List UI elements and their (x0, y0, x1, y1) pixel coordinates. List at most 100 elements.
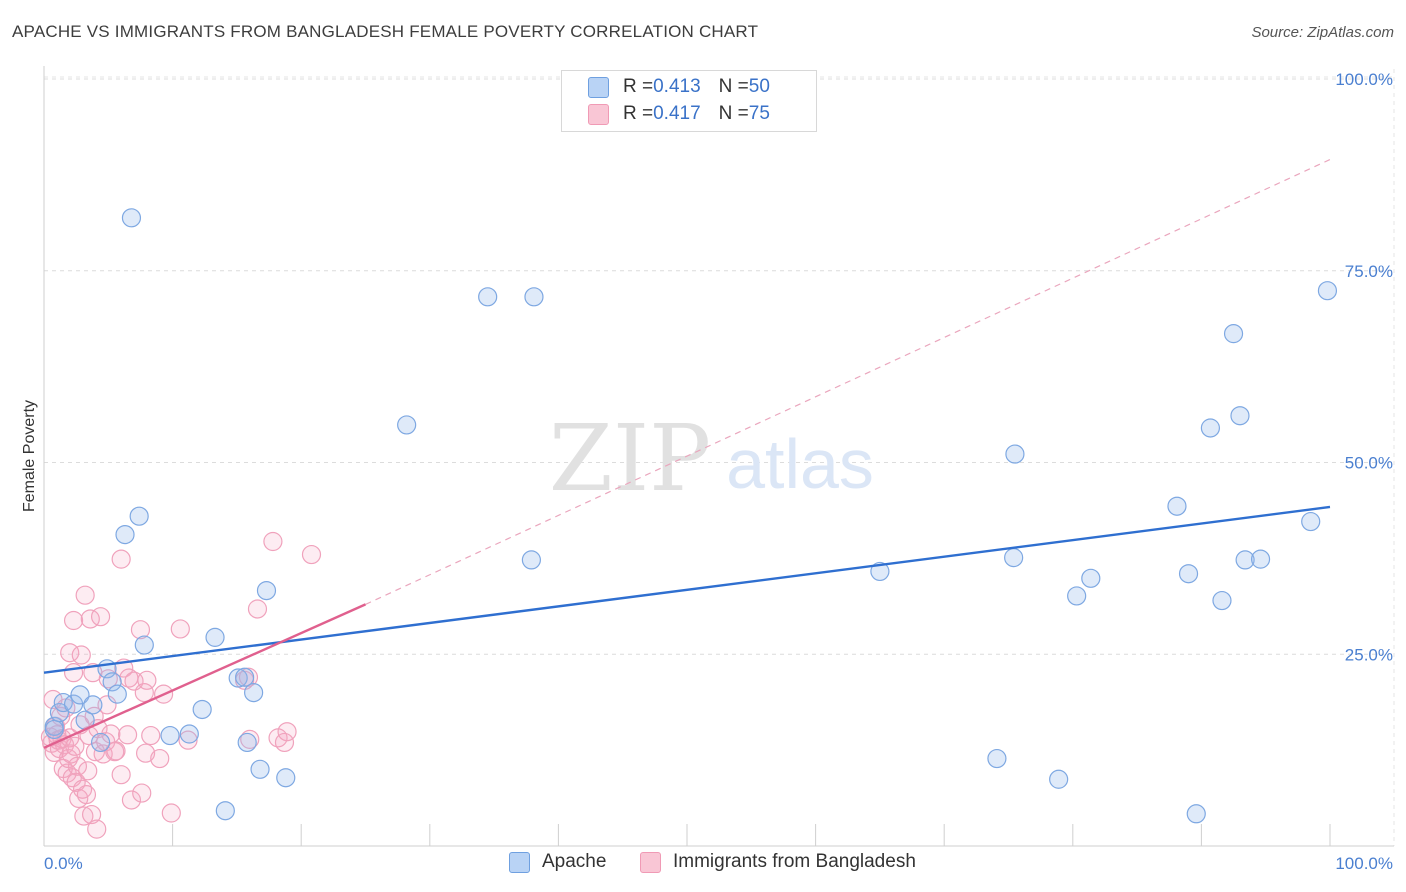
legend-r-label: R = (623, 76, 654, 97)
watermark-atlas: atlas (726, 425, 874, 503)
legend-n-label: N = (718, 76, 749, 97)
legend-r-value: 0.417 (653, 103, 701, 124)
bangladesh-trend-extension (365, 158, 1331, 605)
data-point-apache (205, 627, 225, 647)
trend-lines (365, 158, 1331, 605)
data-point-bangladesh (78, 761, 98, 781)
data-point-apache (44, 719, 64, 740)
data-point-bangladesh (87, 819, 107, 839)
data-point-apache (1049, 769, 1069, 789)
data-point-apache (192, 699, 212, 720)
series-legend-bangladesh[interactable]: Immigrants from Bangladesh (640, 851, 916, 873)
data-point-apache (987, 748, 1007, 769)
bangladesh-trend-line (43, 603, 366, 749)
series-legend-apache[interactable]: Apache (509, 851, 606, 873)
data-point-bangladesh (301, 544, 322, 565)
data-point-bangladesh (263, 531, 283, 552)
data-point-bangladesh (132, 783, 152, 803)
data-point-bangladesh (137, 670, 157, 690)
data-point-bangladesh (76, 785, 97, 805)
data-point-apache (1317, 281, 1338, 301)
data-point-bangladesh (161, 803, 181, 823)
data-point-apache (478, 287, 498, 307)
data-point-bangladesh (60, 643, 80, 663)
data-point-apache (1167, 496, 1187, 516)
data-point-apache (1005, 444, 1025, 464)
data-point-apache (121, 208, 142, 228)
data-point-bangladesh (72, 779, 93, 799)
data-point-apache (1178, 564, 1199, 584)
legend-row-apache: R = 0.413 N = 50 (588, 75, 770, 99)
data-point-bangladesh (121, 790, 142, 810)
bangladesh-points (40, 531, 322, 839)
legend-row-bangladesh: R = 0.417 N = 75 (588, 102, 770, 126)
bangladesh-swatch (640, 851, 661, 873)
source-label: Source: ZipAtlas.com (1251, 24, 1394, 41)
data-point-apache (1186, 804, 1206, 824)
apache-legend-label: Apache (542, 851, 607, 872)
data-point-apache (1081, 568, 1101, 588)
legend-n-value: 75 (748, 103, 770, 124)
legend-r-label: R = (623, 103, 654, 124)
bangladesh-legend-label: Immigrants from Bangladesh (673, 851, 916, 872)
data-point-apache (70, 685, 90, 705)
data-point-apache (256, 580, 277, 601)
apache-swatch (509, 851, 530, 873)
data-point-bangladesh (65, 736, 85, 756)
data-point-apache (244, 682, 264, 703)
data-point-bangladesh (81, 804, 102, 825)
data-point-bangladesh (106, 741, 126, 761)
data-point-bangladesh (90, 607, 111, 627)
series-legend: Apache Immigrants from Bangladesh (0, 851, 1406, 879)
data-point-apache (250, 759, 270, 779)
data-point-bangladesh (111, 765, 131, 785)
data-point-apache (49, 702, 70, 723)
correlation-legend: R = 0.413 N = 50 R = 0.417 N = 75 (561, 70, 817, 132)
data-point-apache (397, 415, 417, 435)
data-point-apache (1200, 418, 1221, 438)
data-point-apache (1230, 406, 1250, 426)
axes (43, 66, 1394, 847)
data-point-apache (870, 561, 890, 582)
data-point-apache (1301, 511, 1321, 532)
data-point-apache (53, 692, 73, 713)
data-point-apache (160, 725, 180, 746)
apache-trend-line (43, 505, 1331, 674)
data-point-apache (1235, 550, 1255, 570)
y-tick-label: 50.0% (1345, 454, 1393, 473)
legend-r-value: 0.413 (653, 76, 701, 97)
data-point-apache (83, 695, 103, 715)
data-point-apache (228, 668, 248, 688)
watermark: ZIP atlas (549, 405, 874, 512)
apache-points (43, 208, 1338, 824)
y-axis-label: Female Poverty (21, 400, 38, 512)
data-point-bangladesh (141, 725, 161, 746)
data-point-bangladesh (71, 645, 91, 665)
data-point-apache (521, 550, 541, 570)
data-point-apache (524, 287, 544, 307)
data-point-bangladesh (134, 682, 154, 703)
y-tick-label: 75.0% (1345, 262, 1393, 281)
data-point-bangladesh (130, 620, 151, 640)
data-point-apache (179, 724, 199, 744)
data-point-bangladesh (178, 730, 198, 750)
data-point-bangladesh (247, 599, 268, 619)
data-point-apache (134, 635, 154, 655)
legend-swatch-apache (588, 76, 609, 98)
data-point-bangladesh (74, 806, 94, 826)
data-point-bangladesh (67, 756, 88, 776)
data-point-apache (237, 732, 257, 753)
data-point-apache (1004, 548, 1024, 568)
data-point-bangladesh (75, 585, 95, 605)
legend-n-label: N = (718, 103, 749, 124)
x-tick-label: 0.0% (44, 854, 83, 873)
tick-labels: 25.0% 50.0% 75.0% 100.0% 0.0% 100.0% (44, 70, 1393, 873)
data-point-apache (102, 672, 122, 692)
y-tick-label: 25.0% (1345, 645, 1393, 664)
data-point-apache (107, 684, 127, 704)
data-point-bangladesh (105, 742, 125, 762)
data-point-bangladesh (150, 748, 170, 769)
data-point-apache (276, 768, 296, 788)
chart-title: APACHE VS IMMIGRANTS FROM BANGLADESH FEM… (12, 22, 759, 41)
